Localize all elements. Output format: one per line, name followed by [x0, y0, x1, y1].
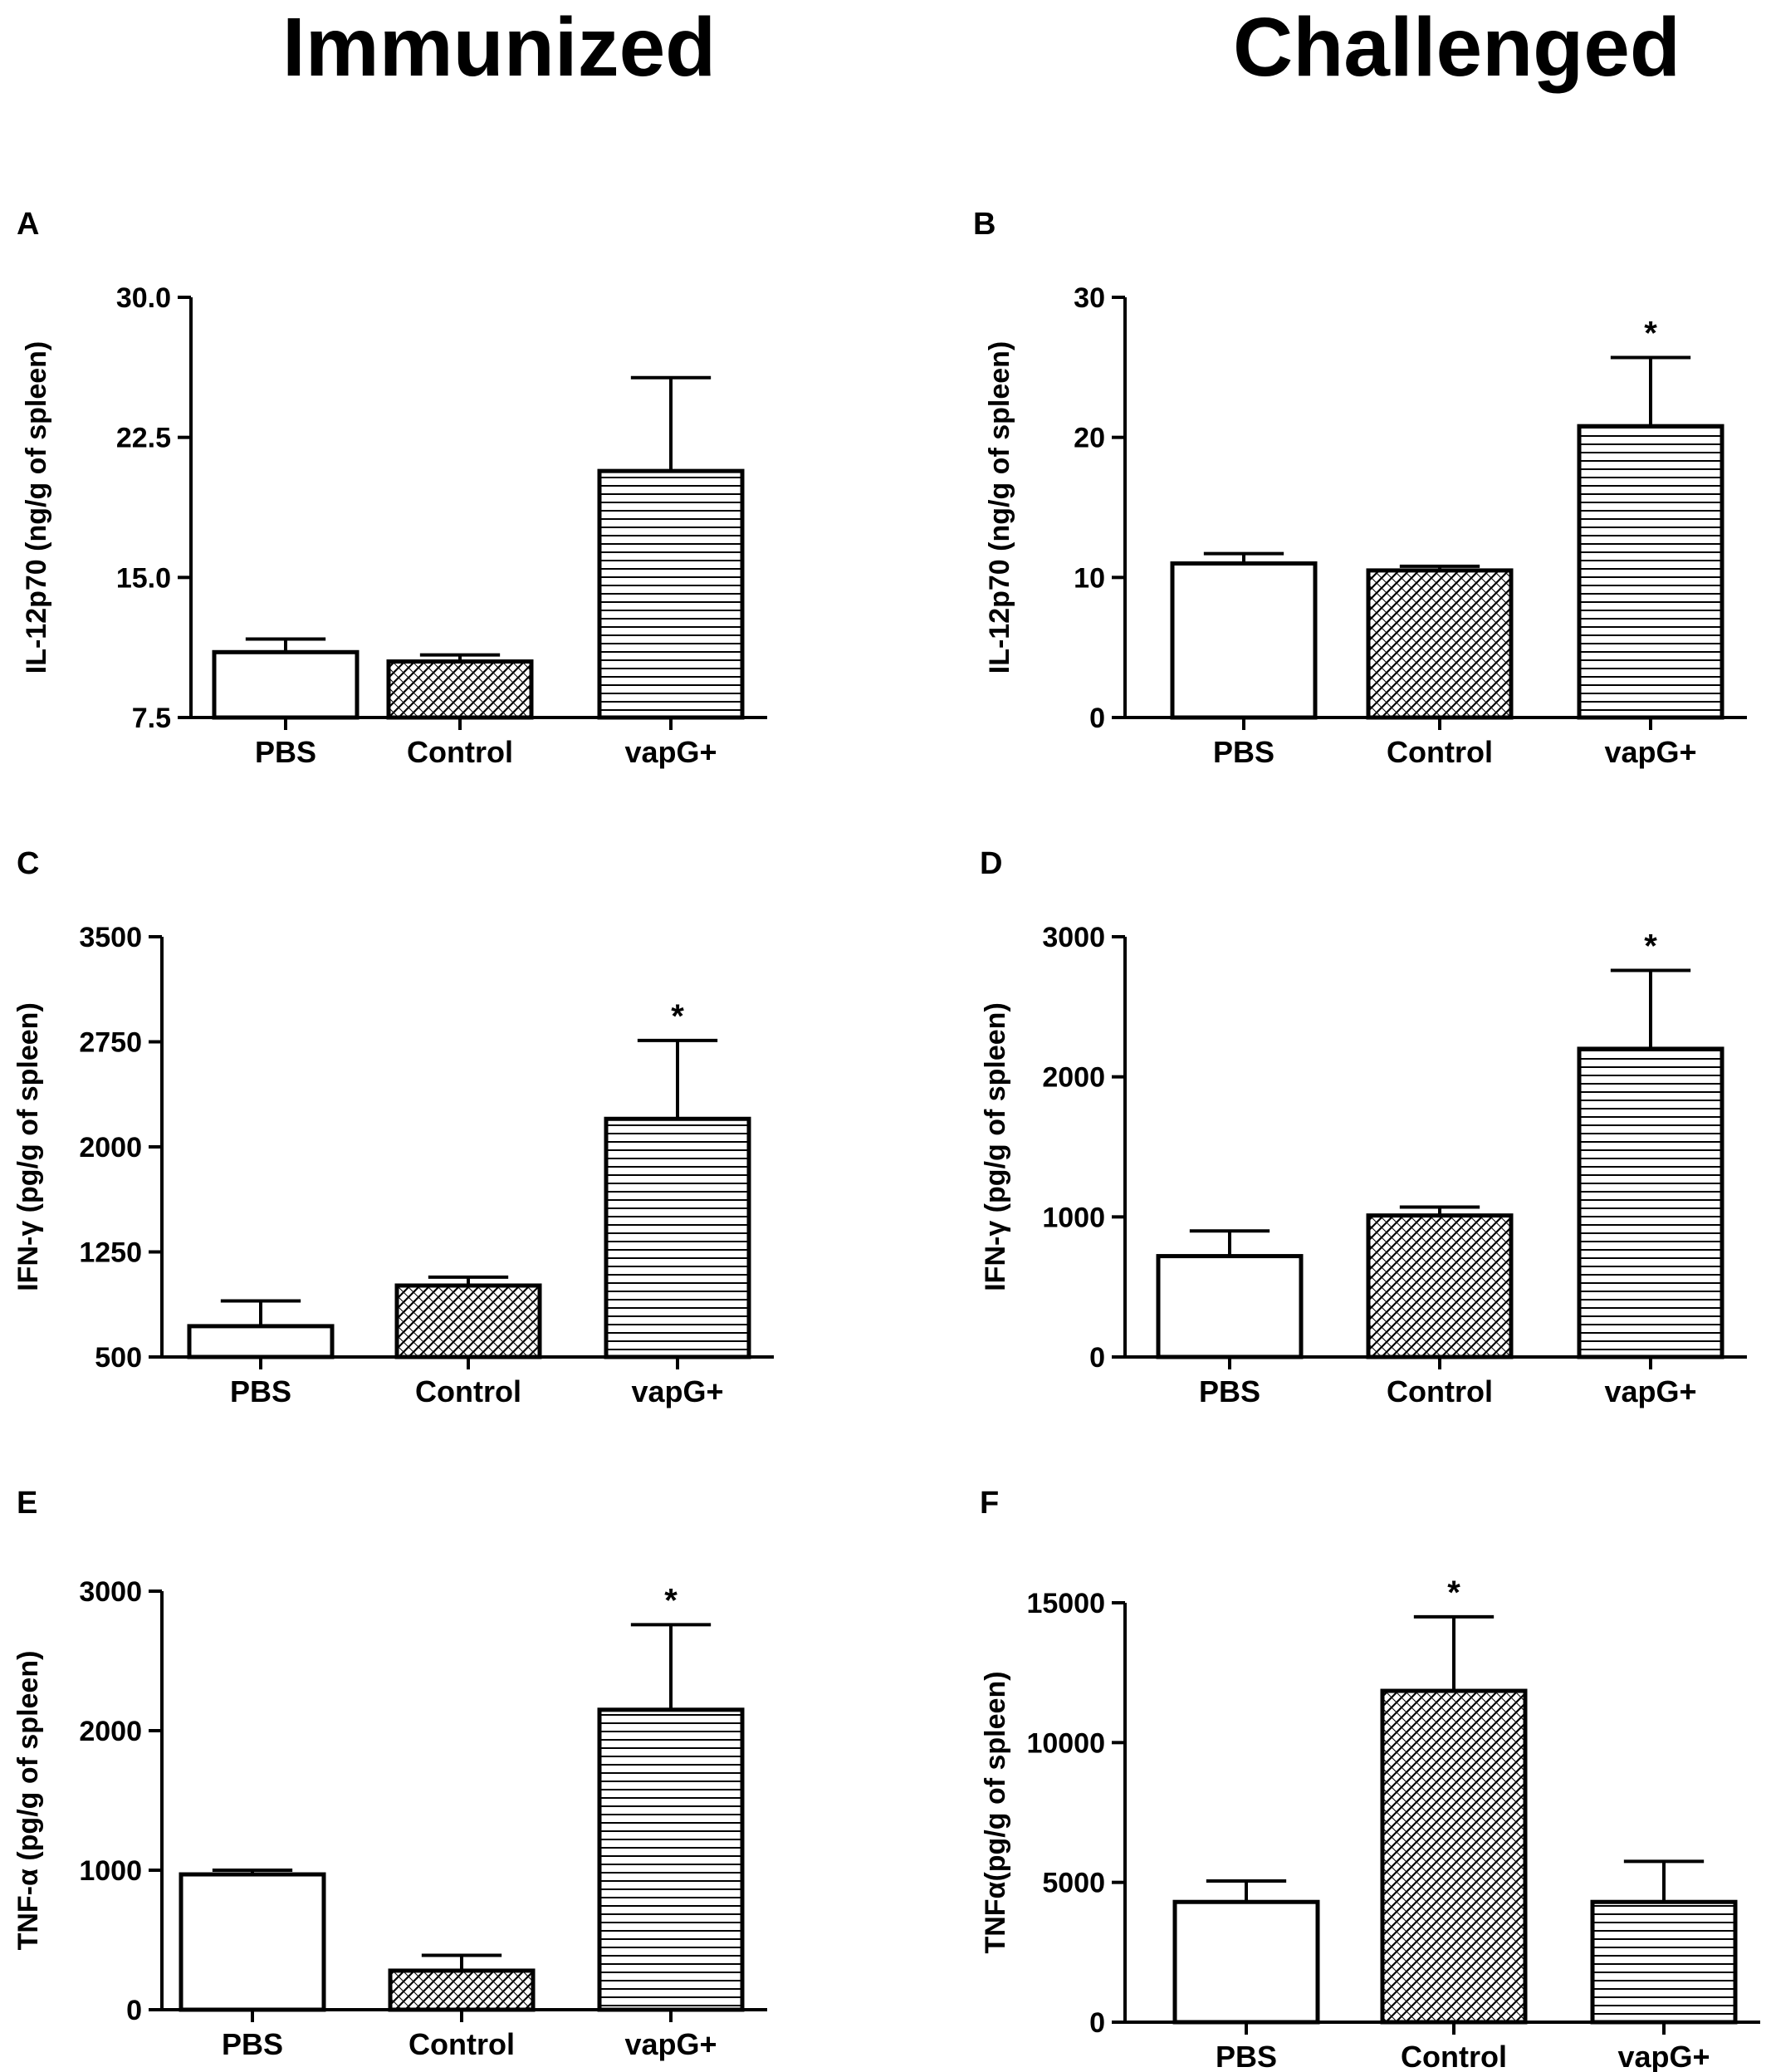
panel-letter: A: [17, 207, 39, 242]
panel-letter: F: [980, 1486, 999, 1521]
bar-vapg: [1590, 1899, 1738, 2025]
y-axis-label: TNFα(pg/g of spleen): [980, 1671, 1011, 1953]
chart-panel-b: B IL-12p70 (ng/g of spleen) 0 10 20 30 PBS Cont…: [973, 207, 1747, 769]
bar-vapg: [597, 468, 745, 720]
y-tick-label: 0: [1089, 703, 1105, 734]
y-axis-label: IFN-γ (pg/g of spleen): [12, 1002, 44, 1291]
x-tick-label: vapG+: [1604, 735, 1696, 769]
y-tick-label: 20: [1074, 423, 1105, 454]
y-tick-label: 1000: [79, 1855, 142, 1887]
y-tick-label: 3500: [79, 922, 142, 953]
y-axis-label: IL-12p70 (ng/g of spleen): [21, 341, 52, 674]
x-tick-label: vapG+: [624, 735, 717, 769]
panel-letter: C: [17, 846, 39, 881]
bar-control: [1366, 568, 1514, 720]
x-tick-label: vapG+: [624, 2027, 717, 2061]
bar-control: [1380, 1688, 1528, 2025]
significance-marker: *: [1447, 1575, 1460, 1611]
y-tick-label: 10: [1074, 562, 1105, 594]
y-tick-label: 7.5: [132, 703, 171, 734]
significance-marker: *: [664, 1582, 678, 1619]
bar-pbs: [1156, 1254, 1304, 1359]
y-tick-label: 1250: [79, 1237, 142, 1269]
x-tick-label: vapG+: [631, 1374, 723, 1408]
significance-marker: *: [1644, 316, 1657, 352]
panel-letter: D: [980, 846, 1002, 881]
y-tick-label: 30: [1074, 282, 1105, 314]
x-tick-label: PBS: [230, 1374, 291, 1408]
y-axis-label: IL-12p70 (ng/g of spleen): [984, 341, 1015, 674]
y-tick-label: 0: [1089, 2007, 1105, 2039]
y-axis-label: IFN-γ (pg/g of spleen): [980, 1002, 1011, 1291]
y-tick-label: 2750: [79, 1027, 142, 1059]
y-tick-label: 0: [1089, 1342, 1105, 1374]
y-tick-label: 3000: [79, 1576, 142, 1608]
bar-pbs: [187, 1324, 335, 1359]
x-tick-label: PBS: [222, 2027, 283, 2061]
x-tick-label: Control: [1387, 1374, 1493, 1408]
y-tick-label: 3000: [1042, 922, 1105, 953]
bar-vapg: [604, 1116, 751, 1359]
x-tick-label: PBS: [255, 735, 316, 769]
chart-panel-f: F TNFα(pg/g of spleen) 0 5000 10000 15000 PBS C…: [980, 1486, 1760, 2072]
significance-marker: *: [1644, 928, 1657, 964]
chart-panel-e: E TNF-α (pg/g of spleen) 0 1000 2000 3000 PBS C…: [12, 1486, 767, 2061]
y-tick-label: 2000: [1042, 1062, 1105, 1094]
bar-pbs: [1170, 561, 1318, 720]
panel-letter: E: [17, 1486, 37, 1521]
x-tick-label: Control: [409, 2027, 515, 2061]
x-tick-label: Control: [1401, 2040, 1507, 2072]
bar-control: [386, 659, 534, 720]
bar-control: [394, 1283, 542, 1359]
bar-pbs: [179, 1872, 326, 2012]
y-tick-label: 2000: [79, 1132, 142, 1163]
chart-panel-c: C IFN-γ (pg/g of spleen) 500 1250 2000 2750 35…: [12, 846, 774, 1408]
chart-panel-a: A IL-12p70 (ng/g of spleen) 7.5 15.0 22.5 30.…: [17, 207, 767, 769]
y-tick-label: 500: [95, 1342, 142, 1374]
y-axis-label: TNF-α (pg/g of spleen): [12, 1651, 44, 1951]
bar-pbs: [1172, 1899, 1320, 2025]
y-tick-label: 15.0: [116, 562, 171, 594]
significance-marker: *: [671, 998, 684, 1035]
bar-vapg: [597, 1707, 745, 2012]
y-tick-label: 22.5: [116, 423, 171, 454]
y-tick-label: 15000: [1026, 1588, 1105, 1619]
y-tick-label: 5000: [1042, 1868, 1105, 1899]
x-tick-label: vapG+: [1604, 1374, 1696, 1408]
x-tick-label: Control: [407, 735, 513, 769]
x-tick-label: PBS: [1213, 735, 1274, 769]
x-tick-label: PBS: [1199, 1374, 1260, 1408]
panel-letter: B: [973, 207, 996, 242]
y-tick-label: 30.0: [116, 282, 171, 314]
x-tick-label: Control: [415, 1374, 521, 1408]
y-tick-label: 10000: [1026, 1727, 1105, 1759]
x-tick-label: vapG+: [1617, 2040, 1710, 2072]
bar-vapg: [1577, 1046, 1725, 1359]
y-tick-label: 0: [126, 1995, 142, 2026]
y-tick-label: 1000: [1042, 1202, 1105, 1233]
column-title-challenged: Challenged: [1233, 1, 1680, 94]
x-tick-label: Control: [1387, 735, 1493, 769]
bar-control: [1366, 1213, 1514, 1359]
column-title-immunized: Immunized: [282, 1, 717, 94]
bar-vapg: [1577, 424, 1725, 720]
bar-pbs: [212, 649, 360, 720]
x-tick-label: PBS: [1216, 2040, 1277, 2072]
chart-panel-d: D IFN-γ (pg/g of spleen) 0 1000 2000 3000 PBS C…: [980, 846, 1747, 1408]
bar-control: [388, 1968, 536, 2012]
y-tick-label: 2000: [79, 1716, 142, 1747]
